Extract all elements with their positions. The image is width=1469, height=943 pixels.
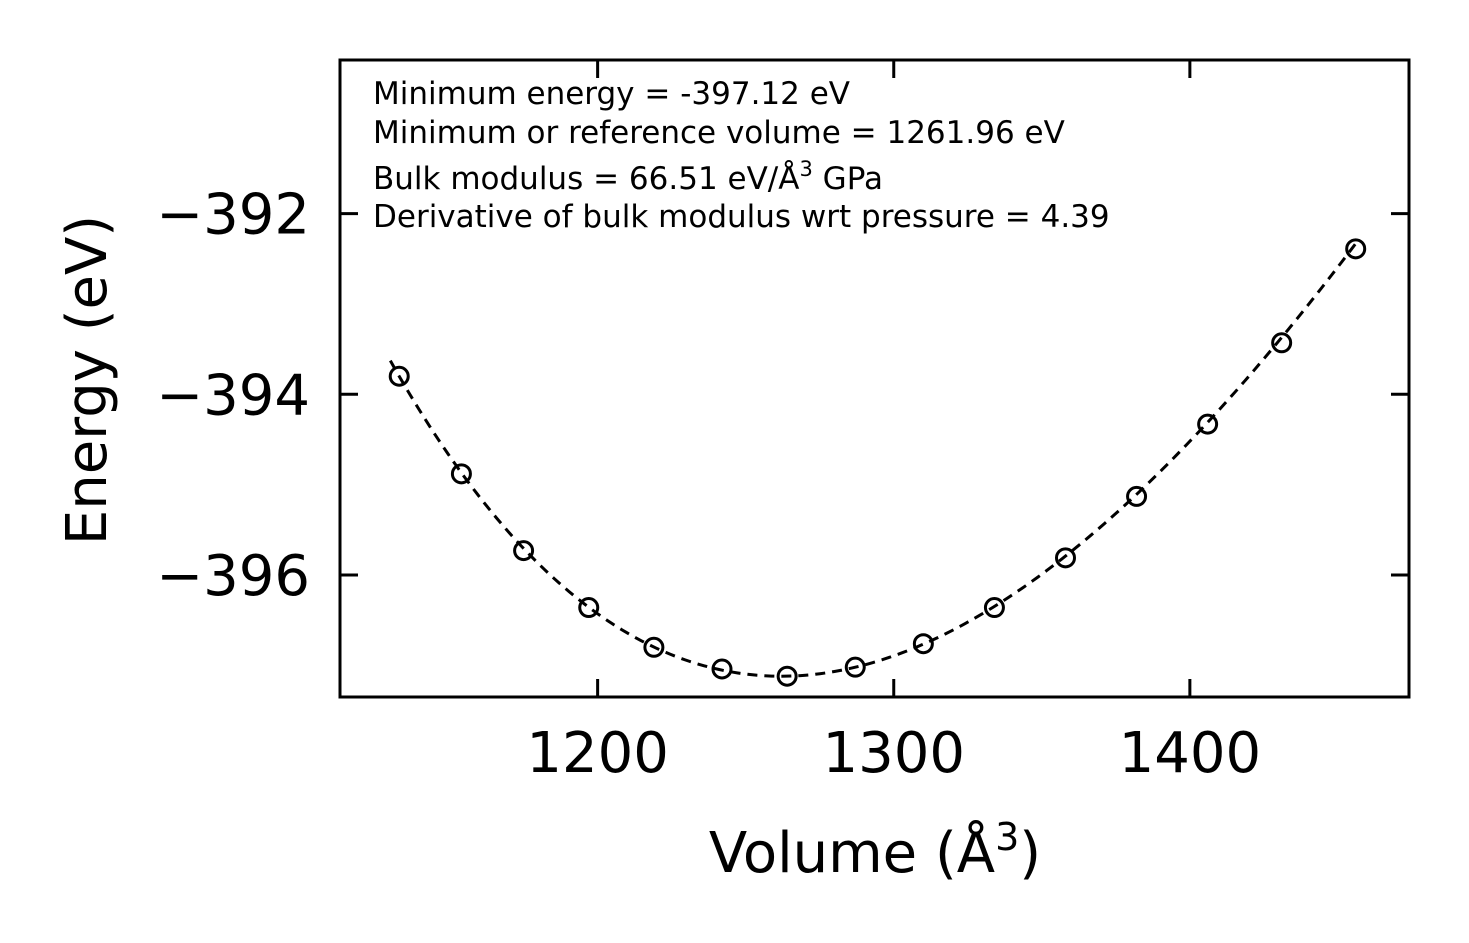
data-point-11: [1126, 485, 1148, 507]
data-point-4: [643, 636, 665, 658]
fit-curve: [389, 242, 1357, 678]
x-tick-label-1400: 1400: [1119, 721, 1262, 786]
annotation-min-volume: Minimum or reference volume = 1261.96 eV: [373, 115, 1065, 151]
data-point-2: [513, 540, 535, 562]
data-point-0: [388, 365, 410, 387]
annotations: Minimum energy = -397.12 eV Minimum or r…: [373, 76, 1110, 235]
annotation-min-energy: Minimum energy = -397.12 eV: [373, 76, 850, 112]
data-point-7: [844, 656, 866, 678]
data-points: [388, 238, 1367, 687]
x-axis-label-text: Volume (Å: [709, 820, 995, 886]
data-point-9: [983, 597, 1005, 619]
x-tick-label-1200: 1200: [526, 721, 669, 786]
x-axis-label: Volume (Å3): [709, 815, 1041, 886]
y-axis-label: Energy (eV): [55, 215, 120, 545]
annotation-bulk-derivative: Derivative of bulk modulus wrt pressure …: [373, 199, 1110, 235]
data-point-12: [1197, 413, 1219, 435]
x-tick-label-1300: 1300: [822, 721, 965, 786]
data-point-1: [450, 463, 472, 485]
data-point-13: [1271, 332, 1293, 354]
y-tick-label--394: −394: [156, 363, 310, 428]
data-point-6: [776, 665, 798, 687]
data-point-3: [578, 597, 600, 619]
tick-labels: 1200 1300 1400 −392 −394 −396: [156, 183, 1261, 786]
data-point-14: [1345, 238, 1367, 260]
y-tick-label--392: −392: [156, 183, 310, 248]
x-axis-label-sup: 3: [995, 815, 1019, 859]
x-axis-label-end: ): [1019, 821, 1041, 886]
annotation-bulk-modulus-sup: 3: [799, 157, 812, 181]
axis-ticks: [340, 60, 1409, 697]
y-tick-label--396: −396: [156, 544, 310, 609]
plot-frame: [338, 58, 1411, 699]
data-point-10: [1054, 547, 1076, 569]
annotation-bulk-modulus-text: Bulk modulus = 66.51 eV/Å: [373, 161, 799, 197]
annotation-bulk-modulus: Bulk modulus = 66.51 eV/Å3 GPa: [373, 157, 883, 197]
data-point-5: [711, 658, 733, 680]
data-point-8: [912, 633, 934, 655]
annotation-bulk-modulus-tail: GPa: [813, 161, 883, 197]
